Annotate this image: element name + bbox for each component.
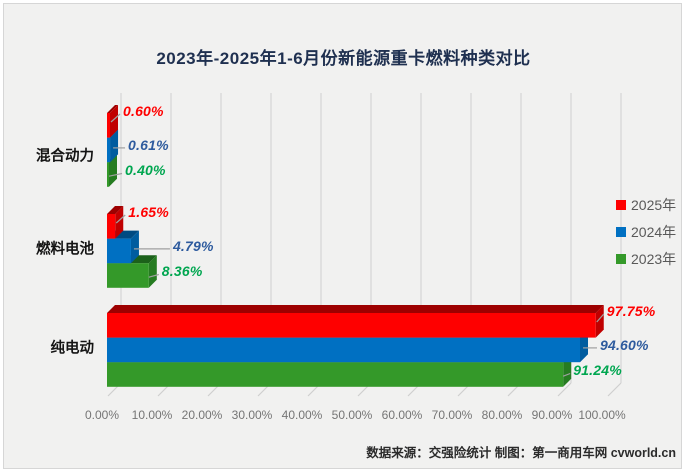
- x-tick-80: 80.00%: [481, 408, 523, 422]
- x-tick-70: 70.00%: [431, 408, 473, 422]
- value-label-2023-fuel-cell: 8.36%: [161, 262, 203, 279]
- x-tick-90: 90.00%: [531, 408, 573, 422]
- value-label-2024-hybrid: 0.61%: [128, 136, 169, 153]
- value-label-2025-hybrid: 0.60%: [123, 103, 164, 119]
- x-tick-30: 30.00%: [231, 408, 273, 422]
- chart-title: 2023年-2025年1-6月份新能源重卡燃料种类对比: [156, 49, 531, 68]
- x-tick-20: 20.00%: [181, 408, 223, 422]
- value-label-2025-fuel-cell: 1.65%: [128, 204, 169, 220]
- x-tick-0: 0.00%: [84, 408, 120, 422]
- category-label-pure-electric: 纯电动: [50, 340, 95, 357]
- category-label-fuel-cell: 燃料电池: [36, 241, 94, 258]
- value-label-2023-pure-electric: 91.24%: [573, 361, 622, 378]
- x-tick-10: 10.00%: [131, 408, 173, 422]
- value-label-2025-pure-electric: 97.75%: [606, 303, 656, 319]
- legend-item-2024: 2024年: [616, 223, 676, 240]
- value-label-2023-hybrid: 0.40%: [125, 161, 166, 178]
- legend-label-2024: 2024年: [631, 223, 677, 240]
- x-tick-100: 100.00%: [578, 408, 626, 422]
- legend-item-2023: 2023年: [616, 250, 676, 267]
- legend-item-2025: 2025年: [616, 196, 676, 213]
- category-label-hybrid: 混合动力: [36, 148, 94, 165]
- legend-swatch-2023-icon: [616, 253, 626, 264]
- footer-credit: 数据来源：交强险统计 制图：第一商用车网 cvworld.cn: [366, 446, 676, 460]
- x-tick-60: 60.00%: [381, 408, 423, 422]
- legend-label-2025: 2025年: [631, 196, 677, 213]
- value-label-2024-pure-electric: 94.60%: [600, 336, 649, 353]
- x-tick-50: 50.00%: [331, 408, 373, 422]
- legend-swatch-2024-icon: [616, 226, 626, 237]
- value-label-2024-fuel-cell: 4.79%: [172, 237, 214, 254]
- legend-label-2023: 2023年: [631, 250, 677, 267]
- legend-swatch-2025-icon: [616, 199, 626, 210]
- legend: 2025年 2024年 2023年: [616, 196, 676, 267]
- x-tick-40: 40.00%: [281, 408, 323, 422]
